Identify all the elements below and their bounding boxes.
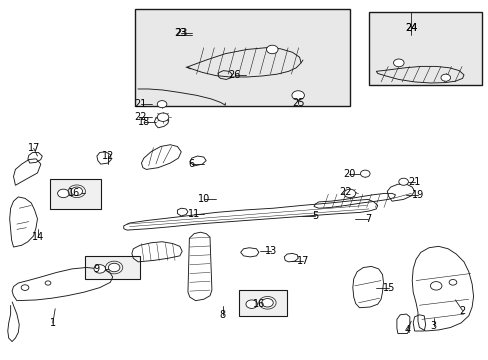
Circle shape [398, 178, 407, 185]
Circle shape [344, 189, 355, 198]
Bar [135, 9, 349, 106]
Text: 26: 26 [228, 70, 241, 80]
Circle shape [157, 101, 166, 108]
Circle shape [360, 170, 369, 177]
Text: 7: 7 [364, 214, 370, 224]
Text: 13: 13 [264, 246, 276, 256]
Text: 12: 12 [102, 151, 114, 161]
Text: 14: 14 [32, 232, 44, 242]
Bar [85, 256, 140, 279]
Text: 24: 24 [404, 23, 417, 33]
Text: 24: 24 [404, 23, 417, 33]
Text: 18: 18 [138, 117, 150, 127]
Circle shape [266, 45, 278, 54]
Text: 17: 17 [27, 143, 40, 153]
Circle shape [94, 265, 105, 273]
Circle shape [393, 59, 403, 67]
Text: 25: 25 [291, 98, 304, 108]
Text: 23: 23 [174, 27, 186, 37]
Text: 5: 5 [311, 211, 317, 221]
Bar [238, 290, 286, 316]
Text: 20: 20 [342, 168, 354, 179]
Text: 16: 16 [68, 188, 81, 198]
Circle shape [71, 187, 82, 195]
Text: 19: 19 [411, 190, 423, 200]
Text: 4: 4 [404, 325, 409, 335]
Text: 1: 1 [50, 318, 56, 328]
Text: 22: 22 [338, 187, 351, 197]
Text: 9: 9 [94, 264, 100, 274]
Circle shape [108, 263, 120, 272]
Text: 16: 16 [252, 299, 264, 309]
Text: 21: 21 [134, 99, 146, 109]
Circle shape [440, 74, 449, 81]
Text: 2: 2 [459, 306, 465, 315]
Circle shape [58, 189, 69, 198]
Circle shape [291, 91, 304, 100]
Circle shape [157, 113, 168, 121]
Text: 6: 6 [188, 159, 194, 169]
Text: 21: 21 [407, 177, 420, 187]
Bar [50, 179, 101, 209]
Text: 8: 8 [220, 310, 225, 320]
Text: 17: 17 [296, 256, 308, 266]
Circle shape [261, 298, 273, 307]
Text: 15: 15 [382, 283, 395, 293]
Text: 22: 22 [134, 112, 146, 122]
Text: 3: 3 [430, 321, 436, 332]
Circle shape [245, 300, 257, 309]
Text: 10: 10 [197, 194, 209, 204]
Bar [368, 13, 481, 85]
Text: 11: 11 [187, 208, 200, 219]
Text: 23: 23 [175, 27, 187, 37]
